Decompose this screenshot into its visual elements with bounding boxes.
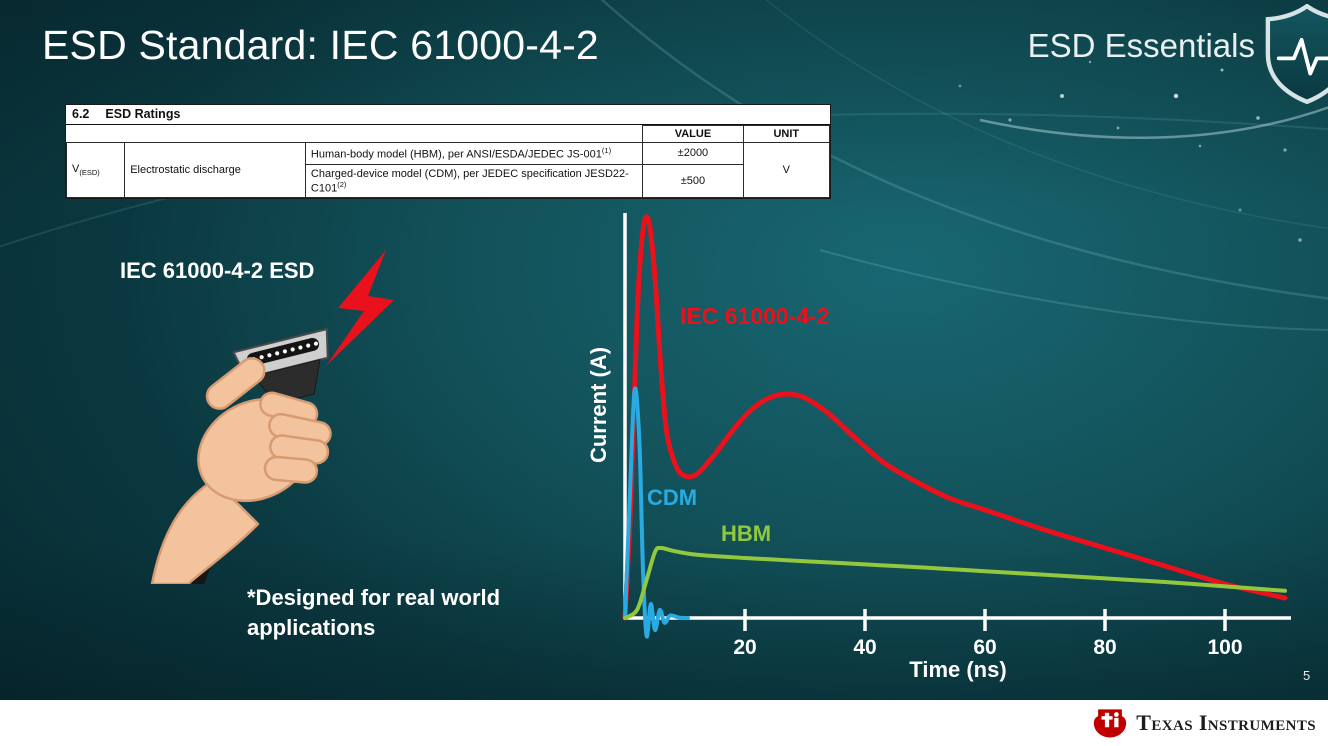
hand [150, 357, 332, 584]
svg-text:40: 40 [853, 636, 876, 659]
esd-ratings-table: 6.2 ESD Ratings VALUE UNIT V(ESD) Electr… [65, 104, 831, 200]
param-symbol-subscript: (ESD) [79, 168, 100, 178]
unit-cell: V [742, 141, 831, 199]
series-brand-title: ESD Essentials [1027, 27, 1255, 64]
cdm-footnote: (2) [337, 179, 347, 189]
y-axis-label: Current (A) [586, 346, 611, 464]
hbm-footnote: (1) [601, 146, 612, 155]
hbm-description: Human-body model (HBM), per ANSI/ESDA/JE… [310, 148, 602, 161]
header-blank-cell [66, 125, 644, 143]
lightning-bolt-icon [326, 250, 394, 366]
svg-text:100: 100 [1207, 636, 1242, 659]
value-column-header: VALUE [642, 125, 744, 143]
sparkle-dots [958, 60, 1302, 242]
hbm-description-cell: Human-body model (HBM), per ANSI/ESDA/JE… [304, 142, 644, 165]
chart-plot-area: 20 40 60 80 100 [622, 213, 1291, 659]
cdm-description: Charged-device model (CDM), per JEDEC sp… [310, 167, 629, 195]
esd-shield-logo [1262, 3, 1328, 109]
ti-wordmark: Texas Instruments [1136, 710, 1316, 735]
param-symbol-cell: V(ESD) [65, 141, 126, 199]
cdm-description-cell: Charged-device model (CDM), per JEDEC sp… [304, 163, 644, 199]
svg-text:20: 20 [733, 636, 756, 659]
svg-text:80: 80 [1093, 636, 1116, 659]
param-symbol: V [72, 163, 80, 176]
series-label-hbm: HBM [721, 521, 772, 546]
unit-column-header: UNIT [742, 125, 831, 143]
texas-instruments-logo: Texas Instruments [1093, 706, 1316, 740]
thumb [205, 357, 266, 410]
hand-holding-connector-illustration [150, 250, 394, 584]
designed-for-real-world-note: *Designed for real world applications [247, 585, 501, 640]
ratings-grid: VALUE UNIT V(ESD) Electrostatic discharg… [65, 125, 831, 199]
svg-text:60: 60 [973, 636, 996, 659]
table-row: V(ESD) Electrostatic discharge Human-bod… [65, 141, 831, 199]
series-label-iec-61000-4-2: IEC 61000-4-2 [680, 303, 830, 329]
esd-waveform-chart: Current (A) 20 40 60 80 100 Time (ns) IEC 61… [585, 205, 1300, 705]
finger [263, 455, 319, 484]
ti-bug-icon [1094, 709, 1127, 738]
param-name-cell: Electrostatic discharge [124, 141, 306, 199]
series-label-cdm: CDM [647, 485, 698, 510]
cdm-value-cell: ±500 [642, 163, 744, 199]
section-title: ESD Ratings [105, 107, 181, 121]
footer-bar: Texas Instruments [0, 700, 1328, 746]
table-header-row: VALUE UNIT [66, 125, 831, 143]
table-row: Charged-device model (CDM), per JEDEC sp… [67, 163, 830, 199]
table-caption: 6.2 ESD Ratings [66, 105, 830, 125]
slide-page-number: 5 [1303, 668, 1311, 683]
x-axis-label: Time (ns) [909, 657, 1007, 682]
illustration-caption: IEC 61000-4-2 ESD [120, 258, 315, 283]
page-title: ESD Standard: IEC 61000-4-2 [42, 22, 599, 68]
shield-pulse-icon [1265, 3, 1328, 105]
section-number: 6.2 [72, 107, 90, 121]
hbm-value-cell: ±2000 [642, 142, 744, 165]
